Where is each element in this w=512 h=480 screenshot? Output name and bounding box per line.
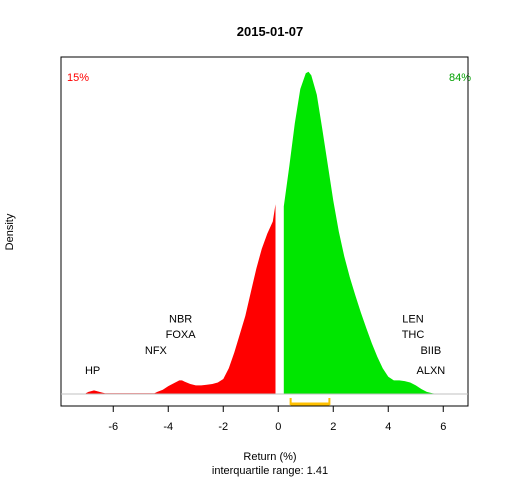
ticker-annotation: NFX bbox=[145, 345, 168, 357]
chart-title: 2015-01-07 bbox=[237, 24, 304, 39]
x-tick-label: 6 bbox=[440, 421, 446, 433]
positive-share-label: 84% bbox=[449, 72, 471, 84]
x-tick-label: 0 bbox=[275, 421, 281, 433]
ticker-annotation: BIIB bbox=[420, 345, 441, 357]
density-area-positive bbox=[283, 71, 446, 395]
negative-share-label: 15% bbox=[67, 72, 89, 84]
iqr-subtitle: interquartile range: 1.41 bbox=[212, 465, 328, 477]
ticker-annotation: NBR bbox=[169, 313, 192, 325]
ticker-annotation: HP bbox=[85, 365, 100, 377]
ticker-annotation: THC bbox=[402, 329, 425, 341]
y-axis-label: Density bbox=[4, 213, 16, 250]
ticker-annotation: FOXA bbox=[166, 329, 197, 341]
plot-frame bbox=[60, 56, 469, 407]
x-tick-label: 4 bbox=[385, 421, 391, 433]
ticker-annotation: LEN bbox=[402, 313, 423, 325]
x-tick-label: 2 bbox=[330, 421, 336, 433]
x-tick-label: -4 bbox=[163, 421, 173, 433]
density-area-negative bbox=[85, 204, 276, 394]
x-axis-label: Return (%) bbox=[243, 451, 296, 463]
x-tick-label: -2 bbox=[218, 421, 228, 433]
ticker-annotation: ALXN bbox=[417, 365, 446, 377]
x-tick-label: -6 bbox=[108, 421, 118, 433]
